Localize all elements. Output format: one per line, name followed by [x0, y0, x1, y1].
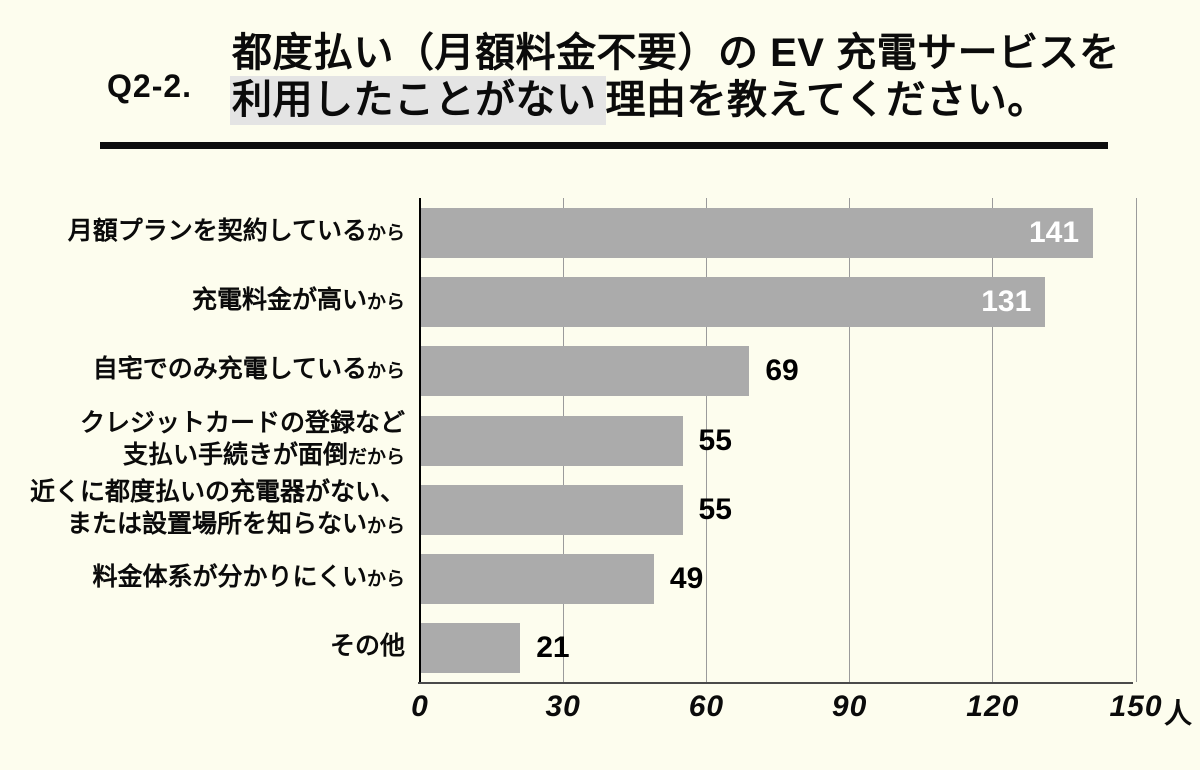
category-label: 充電料金が高いから — [0, 267, 405, 336]
x-tick-label-150: 150 — [1109, 690, 1163, 723]
title-line-1: 都度払い（月額料金不要）の EV 充電サービスを — [232, 31, 1120, 75]
category-label: 近くに都度払いの充電器がない、または設置場所を知らないから — [0, 475, 405, 544]
category-label-line: 近くに都度払いの充電器がない、 — [29, 477, 405, 506]
category-label-line: 支払い手続きが面倒だから — [122, 440, 405, 469]
title-divider — [100, 142, 1108, 149]
chart-row: 充電料金が高いから 131 — [0, 267, 1200, 336]
x-tick-label-90: 90 — [831, 690, 868, 723]
category-label-line: 充電料金が高いから — [191, 285, 405, 314]
title-line-2: 利用したことがない 理由を教えてください。 — [230, 76, 1120, 125]
category-label-line: その他 — [329, 632, 405, 661]
bar — [420, 623, 521, 674]
value-label: 131 — [981, 284, 1032, 318]
category-label-line: 料金体系が分かりにくいから — [92, 563, 405, 592]
bar — [420, 346, 750, 397]
value-label: 21 — [536, 631, 570, 665]
category-label-line: 自宅でのみ充電しているから — [92, 355, 405, 384]
category-label-line: 月額プランを契約しているから — [67, 216, 405, 245]
x-axis-line — [418, 682, 1133, 684]
bar-chart: 月額プランを契約しているから 141 充電料金が高いから 131 自宅でのみ充電している… — [0, 198, 1200, 738]
question-title: 都度払い（月額料金不要）の EV 充電サービスを 利用したことがない 理由を教えて… — [230, 30, 1120, 125]
bar: 131 — [420, 276, 1046, 327]
bar: 141 — [420, 207, 1094, 258]
category-label: その他 — [0, 614, 405, 683]
category-label: 月額プランを契約しているから — [0, 198, 405, 267]
title-line-2-rest: 理由を教えてください。 — [605, 78, 1048, 122]
value-label: 55 — [698, 492, 732, 526]
x-tick-label-120: 120 — [966, 690, 1020, 723]
value-label: 49 — [669, 562, 704, 596]
gridline-60 — [705, 198, 707, 682]
chart-row: クレジットカードの登録など支払い手続きが面倒だから 55 — [0, 406, 1200, 475]
x-tick-label-30: 30 — [545, 690, 581, 723]
y-axis-line — [419, 198, 421, 683]
x-tick-label-0: 0 — [411, 690, 429, 723]
gridline-120 — [992, 198, 994, 682]
chart-row: 月額プランを契約しているから 141 — [0, 198, 1200, 267]
chart-row: その他 21 — [0, 614, 1200, 683]
x-axis-unit-label: 人 — [1164, 698, 1193, 729]
title-highlighted-phrase: 利用したことがない — [230, 76, 606, 125]
value-label: 69 — [765, 354, 799, 388]
bar — [420, 554, 654, 605]
bar — [420, 484, 683, 535]
chart-row: 自宅でのみ充電しているから 69 — [0, 337, 1200, 406]
chart-row: 料金体系が分かりにくいから 49 — [0, 545, 1200, 614]
category-label-line: または設置場所を知らないから — [66, 509, 405, 538]
gridline-90 — [849, 198, 851, 682]
category-label-line: クレジットカードの登録など — [79, 408, 405, 437]
x-tick-label-60: 60 — [688, 690, 725, 723]
value-label: 141 — [1028, 215, 1080, 249]
question-number: Q2-2. — [107, 68, 193, 104]
category-label: 自宅でのみ充電しているから — [0, 337, 405, 406]
value-label: 55 — [698, 423, 732, 457]
gridline-150 — [1135, 198, 1137, 682]
bar — [420, 415, 683, 466]
category-label: クレジットカードの登録など支払い手続きが面倒だから — [0, 406, 405, 475]
chart-row: 近くに都度払いの充電器がない、または設置場所を知らないから 55 — [0, 475, 1200, 544]
category-label: 料金体系が分かりにくいから — [0, 545, 405, 614]
